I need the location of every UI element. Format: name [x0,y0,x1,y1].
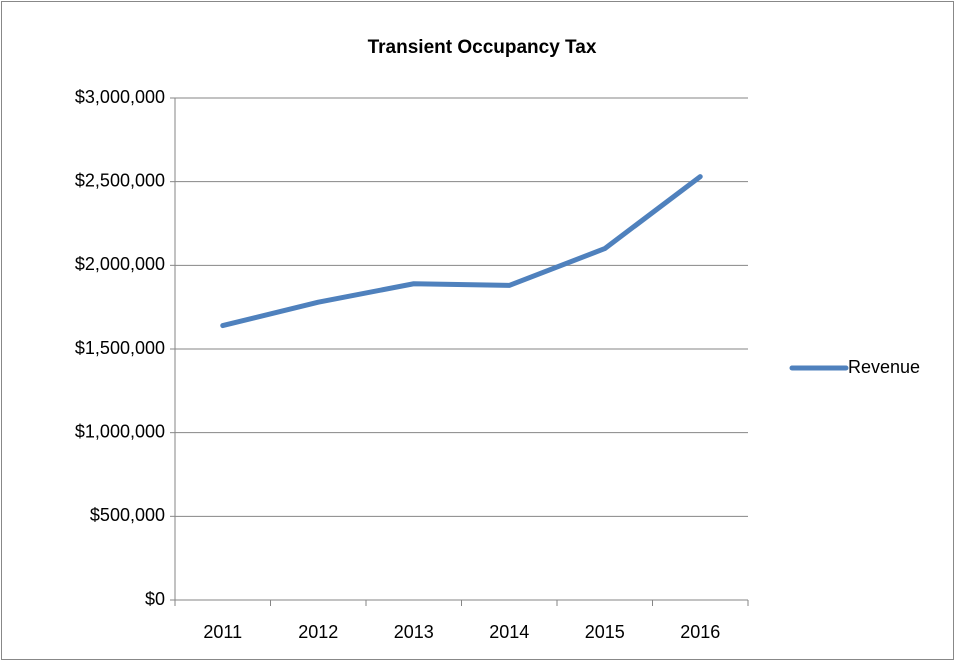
y-tick-label: $0 [145,589,165,609]
y-tick-label: $3,000,000 [75,87,165,107]
y-tick-label: $2,000,000 [75,254,165,274]
y-tick-label: $500,000 [90,505,165,525]
y-tick-label: $1,000,000 [75,421,165,441]
line-series [220,174,703,329]
x-tick-label: 2013 [394,622,434,642]
x-tick-label: 2015 [585,622,625,642]
chart-title: Transient Occupancy Tax [368,37,597,58]
y-tick-label: $2,500,000 [75,170,165,190]
y-tick-label: $1,500,000 [75,338,165,358]
legend-label: Revenue [848,357,920,377]
x-tick-label: 2011 [203,622,242,642]
x-tick-label: 2012 [298,622,338,642]
x-tick-label: 2014 [489,622,529,642]
x-tick-label: 2016 [680,622,720,642]
